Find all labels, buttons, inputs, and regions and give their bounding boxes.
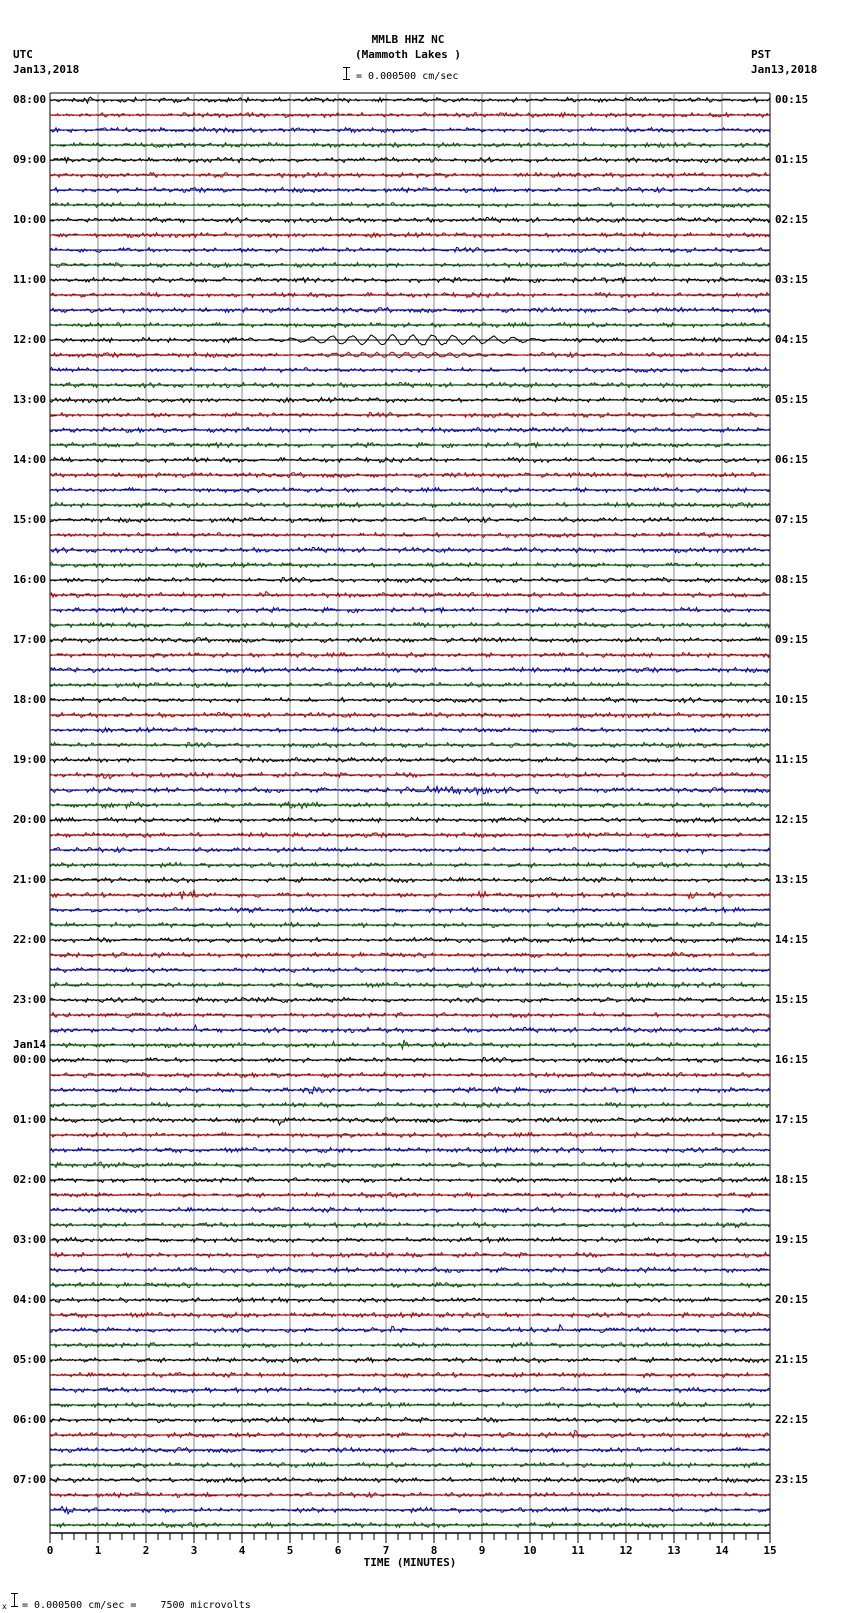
utc-time-label: 02:00 (13, 1173, 47, 1186)
pst-time-label: 00:15 (775, 93, 809, 106)
pst-time-label: 22:15 (775, 1413, 809, 1426)
footer-scale-text: = 0.000500 cm/sec = 7500 microvolts (22, 1600, 251, 1611)
x-axis-title: TIME (MINUTES) (363, 1556, 457, 1569)
x-tick-label: 1 (94, 1544, 102, 1557)
utc-time-label: 10:00 (13, 213, 47, 226)
pst-time-label: 05:15 (775, 393, 809, 406)
utc-time-label: 00:00 (13, 1053, 47, 1066)
station-title: MMLB HHZ NC (371, 33, 445, 46)
x-tick-label: 11 (571, 1544, 585, 1557)
utc-time-label: 18:00 (13, 693, 47, 706)
location-title: (Mammoth Lakes ) (355, 48, 461, 61)
x-tick-label: 7 (382, 1544, 390, 1557)
x-tick-label: 14 (715, 1544, 729, 1557)
left-timezone: UTC (13, 48, 33, 61)
x-tick-label: 9 (478, 1544, 486, 1557)
utc-time-label: 08:00 (13, 93, 47, 106)
utc-time-label: 09:00 (13, 153, 47, 166)
pst-time-label: 03:15 (775, 273, 809, 286)
pst-time-label: 07:15 (775, 513, 809, 526)
pst-time-label: 08:15 (775, 573, 809, 586)
utc-time-label: 20:00 (13, 813, 47, 826)
utc-time-label: 13:00 (13, 393, 47, 406)
utc-time-label: 12:00 (13, 333, 47, 346)
utc-time-label: 16:00 (13, 573, 47, 586)
scale-bar-icon (343, 67, 350, 80)
utc-time-label: 15:00 (13, 513, 47, 526)
pst-time-label: 20:15 (775, 1293, 809, 1306)
pst-time-label: 18:15 (775, 1173, 809, 1186)
x-tick-label: 6 (334, 1544, 342, 1557)
utc-time-label: 05:00 (13, 1353, 47, 1366)
x-tick-label: 2 (142, 1544, 150, 1557)
utc-time-label: 21:00 (13, 873, 47, 886)
x-tick-label: 4 (238, 1544, 246, 1557)
utc-time-label: 11:00 (13, 273, 47, 286)
x-tick-label: 15 (763, 1544, 777, 1557)
pst-time-label: 04:15 (775, 333, 809, 346)
pst-time-label: 16:15 (775, 1053, 809, 1066)
utc-time-label: 14:00 (13, 453, 47, 466)
pst-time-label: 19:15 (775, 1233, 809, 1246)
x-tick-label: 12 (619, 1544, 633, 1557)
utc-time-label: 07:00 (13, 1473, 47, 1486)
utc-time-label: 01:00 (13, 1113, 47, 1126)
x-tick-label: 13 (667, 1544, 681, 1557)
pst-time-label: 23:15 (775, 1473, 809, 1486)
pst-time-label: 06:15 (775, 453, 809, 466)
left-date: Jan13,2018 (13, 63, 80, 76)
utc-time-label: 22:00 (13, 933, 47, 946)
pst-time-label: 14:15 (775, 933, 809, 946)
scale-text: = 0.000500 cm/sec (356, 71, 459, 82)
right-timezone: PST (751, 48, 771, 61)
x-tick-label: 5 (286, 1544, 294, 1557)
x-tick-label: 8 (430, 1544, 438, 1557)
utc-time-label: 03:00 (13, 1233, 47, 1246)
right-date: Jan13,2018 (751, 63, 818, 76)
pst-time-label: 12:15 (775, 813, 809, 826)
x-tick-label: 0 (46, 1544, 54, 1557)
x-tick-label: 3 (190, 1544, 198, 1557)
pst-time-label: 02:15 (775, 213, 809, 226)
utc-time-label: 17:00 (13, 633, 47, 646)
utc-time-label: 19:00 (13, 753, 47, 766)
utc-time-label: 06:00 (13, 1413, 47, 1426)
pst-time-label: 09:15 (775, 633, 809, 646)
footer-prefix: x (2, 1602, 7, 1611)
pst-time-label: 01:15 (775, 153, 809, 166)
footer-scale-bar-icon (11, 1593, 18, 1607)
pst-time-label: 11:15 (775, 753, 809, 766)
pst-time-label: 10:15 (775, 693, 809, 706)
pst-time-label: 17:15 (775, 1113, 809, 1126)
utc-time-label: 04:00 (13, 1293, 47, 1306)
pst-time-label: 13:15 (775, 873, 809, 886)
utc-time-label: 23:00 (13, 993, 47, 1006)
x-tick-label: 10 (523, 1544, 537, 1557)
pst-time-label: 15:15 (775, 993, 809, 1006)
traces (49, 96, 771, 1529)
pst-time-label: 21:15 (775, 1353, 809, 1366)
utc-date-label: Jan14 (13, 1038, 47, 1051)
